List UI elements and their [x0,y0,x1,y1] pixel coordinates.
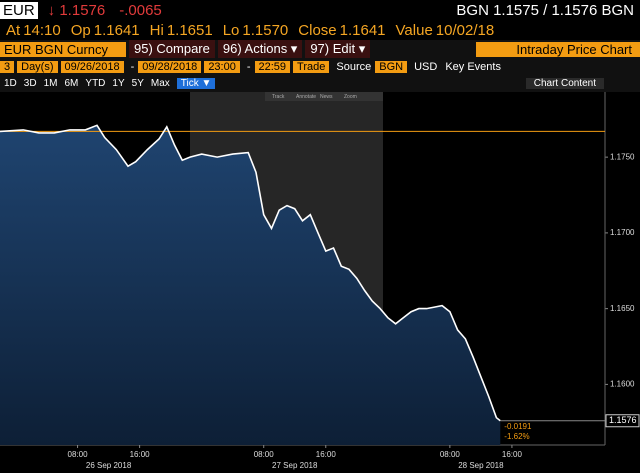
chart-tool: News [320,94,333,100]
y-tick-label: 1.1650 [610,304,635,313]
x-tick-label: 16:00 [316,450,337,459]
start-time[interactable]: 23:00 [204,60,240,73]
dash: - [130,60,135,73]
period-button[interactable]: 6M [64,78,79,89]
last: ↓ 1.1576 [47,1,106,19]
chart-tool: Annotate [296,94,316,100]
chart-content[interactable]: Chart Content [525,78,604,89]
period-button[interactable]: 1D [4,78,17,89]
quote-value: 1.1641 [93,21,140,39]
end-time[interactable]: 22:59 [254,60,291,73]
dash: - [246,60,251,73]
x-tick-label: 08:00 [254,450,275,459]
quote-value: 1.1641 [339,21,386,39]
toolbar-button[interactable]: 96) Actions ▾ [217,40,303,58]
y-tick-label: 1.1600 [610,380,635,389]
last-label: 1.1576 [609,415,637,425]
periods: 1D 3D 1M 6M YTD 1Y 5Y Max Tick ▼ Chart Content [0,75,640,92]
period-button[interactable]: Max [150,78,170,89]
unit: Day(s) [17,60,58,73]
date-label: 28 Sep 2018 [458,461,504,470]
count[interactable]: 3 [0,60,15,73]
price-line [0,124,501,422]
security[interactable]: EUR BGN Curncy [0,41,126,57]
y-tick-label: 1.1750 [610,152,635,161]
x-tick-label: 16:00 [130,450,151,459]
key-events[interactable]: Key Events [445,60,501,73]
toolbar-button[interactable]: 95) Compare [129,40,215,58]
x-tick-label: 08:00 [440,450,461,459]
ticker: EUR [0,1,38,19]
bid-ask: BGN 1.1575 / 1.1576 BGN [456,1,634,19]
toolbar-button[interactable]: 97) Edit ▾ [305,40,371,58]
chart-tool: Track [272,94,285,100]
change-label: -0.0191 [504,422,532,431]
period-button[interactable]: 5Y [131,78,144,89]
x-tick-label: 16:00 [502,450,523,459]
date-label: 27 Sep 2018 [272,461,318,470]
chart-title: Intraday Price Chart [476,41,640,57]
change: -.0065 [119,1,162,19]
quote-label: Op [70,21,91,39]
source-label: Source [336,60,372,73]
quote-value: 14:10 [23,21,61,39]
quote-row: At 14:10 Op 1.1641 Hi 1.1651 Lo 1.1570 Close 1.16… [0,20,640,40]
x-tick-label: 08:00 [68,450,89,459]
period-button[interactable]: 1M [43,78,58,89]
quote-label: Lo [222,21,240,39]
chart-tools-bar [265,92,383,101]
quote-value: 1.1651 [166,21,213,39]
quote-label: Hi [149,21,164,39]
toolbar: EUR BGN Curncy 95) Compare 96) Actions ▾ 9… [0,40,640,58]
quote-label: Value [395,21,433,39]
change-label: -1.62% [504,432,529,441]
last-box [605,414,640,428]
period-button[interactable]: 1Y [112,78,125,89]
y-tick-label: 1.1700 [610,228,635,237]
interval[interactable]: Tick ▼ [176,78,216,89]
chart: Track Annotate News Zoom 1.1750 1.1700 1.1650 1… [0,92,640,470]
quote-value: 1.1570 [242,21,289,39]
start-date[interactable]: 09/26/2018 [60,60,124,73]
quote-value: 10/02/18 [435,21,495,39]
currency: USD [414,60,438,73]
quote-label: At [6,21,21,39]
date-label: 26 Sep 2018 [86,461,132,470]
buttons: 95) Compare 96) Actions ▾ 97) Edit ▾ [129,40,373,58]
source[interactable]: BGN [375,60,408,73]
chart-tool: Zoom [344,94,357,100]
field[interactable]: Trade [293,60,330,73]
area [0,125,501,446]
settings: 3 Day(s) 09/26/2018-09/28/2018 23:00-22:59 T… [0,58,640,75]
header: EUR ↓ 1.1576 -.0065 BGN 1.1575 / 1.1576 … [0,0,640,20]
end-date[interactable]: 09/28/2018 [138,60,202,73]
period-button[interactable]: YTD [85,78,106,89]
quote-label: Close [298,21,337,39]
period-button[interactable]: 3D [23,78,37,89]
